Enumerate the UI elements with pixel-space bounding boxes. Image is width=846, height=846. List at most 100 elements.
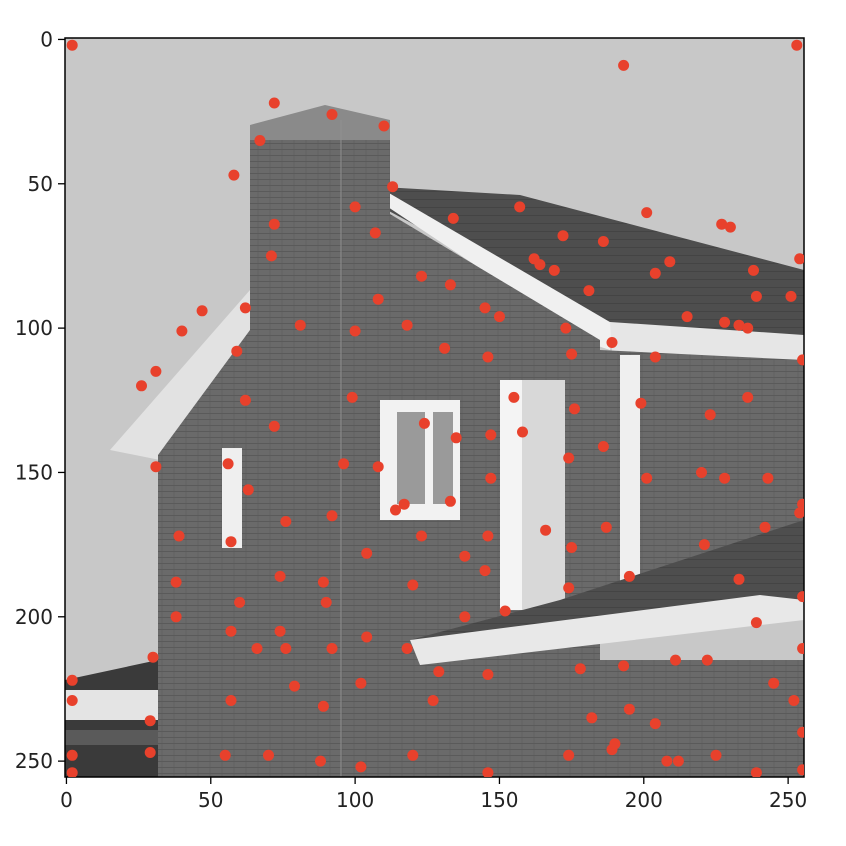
scatter-point xyxy=(499,605,511,617)
house-photograph xyxy=(65,38,804,777)
scatter-point xyxy=(349,325,361,337)
scatter-point xyxy=(407,749,419,761)
scatter-point xyxy=(566,542,578,553)
scatter-point xyxy=(704,409,716,421)
scatter-point xyxy=(225,625,237,637)
scatter-point xyxy=(439,342,451,354)
scatter-point xyxy=(274,625,286,637)
scatter-point xyxy=(560,322,572,334)
scatter-point xyxy=(66,695,78,706)
scatter-point xyxy=(557,230,569,242)
scatter-point xyxy=(797,591,804,603)
scatter-point xyxy=(317,700,329,712)
scatter-point xyxy=(372,293,384,305)
scatter-point xyxy=(372,461,384,473)
scatter-point xyxy=(326,109,338,120)
y-tick-label: 250 xyxy=(15,749,53,773)
scatter-point xyxy=(797,354,804,366)
scatter-point xyxy=(170,611,182,623)
scatter-point xyxy=(618,59,630,71)
scatter-point xyxy=(600,521,612,533)
scatter-point xyxy=(231,345,243,357)
scatter-point xyxy=(485,429,497,441)
x-tick-label: 50 xyxy=(198,788,223,812)
scatter-point xyxy=(482,767,494,777)
scatter-point xyxy=(239,394,251,406)
scatter-point xyxy=(355,677,367,689)
scatter-point xyxy=(696,467,707,478)
scatter-point xyxy=(719,316,731,328)
scatter-point xyxy=(66,674,78,686)
scatter-point xyxy=(219,749,231,761)
y-tick-label: 50 xyxy=(28,172,53,196)
scatter-point xyxy=(716,218,728,230)
y-tick-label: 150 xyxy=(15,460,53,484)
scatter-point xyxy=(315,755,326,767)
scatter-point xyxy=(733,573,745,585)
scatter-point xyxy=(401,319,413,331)
scatter-point xyxy=(586,712,598,724)
scatter-point xyxy=(66,767,78,777)
scatter-point xyxy=(444,495,456,507)
scatter-point xyxy=(390,504,401,516)
scatter-point xyxy=(701,654,713,666)
scatter-point xyxy=(263,749,274,761)
scatter-point xyxy=(387,181,399,193)
scatter-point xyxy=(338,458,350,470)
scatter-point xyxy=(459,550,471,562)
scatter-point xyxy=(326,643,338,654)
scatter-point xyxy=(797,643,804,654)
scatter-markers xyxy=(66,39,804,777)
scatter-point xyxy=(196,305,208,317)
scatter-point xyxy=(416,530,427,542)
scatter-point xyxy=(427,695,439,706)
x-axis: 0 50 100 150 200 250 xyxy=(60,777,807,812)
scatter-point xyxy=(346,391,358,403)
scatter-point xyxy=(401,643,413,654)
scatter-point xyxy=(750,617,762,629)
scatter-point xyxy=(797,726,804,738)
scatter-point xyxy=(326,510,338,522)
scatter-point xyxy=(433,666,445,678)
scatter-point xyxy=(797,764,804,776)
scatter-point xyxy=(228,169,240,181)
scatter-point xyxy=(597,441,609,452)
scatter-point xyxy=(494,311,505,323)
scatter-point xyxy=(563,452,575,464)
y-tick-label: 200 xyxy=(15,605,53,629)
scatter-point xyxy=(750,767,762,777)
scatter-point xyxy=(320,596,332,608)
scatter-point xyxy=(280,516,292,527)
scatter-point xyxy=(378,120,390,132)
scatter-point xyxy=(540,524,552,536)
y-tick-label: 0 xyxy=(40,27,53,51)
scatter-point xyxy=(66,39,78,51)
scatter-point xyxy=(234,596,246,608)
scatter-point xyxy=(150,461,162,473)
scatter-point xyxy=(147,651,159,663)
scatter-point xyxy=(534,259,546,271)
scatter-point xyxy=(762,472,774,484)
scatter-point xyxy=(150,365,162,377)
scatter-point xyxy=(176,325,188,337)
scatter-point xyxy=(447,212,459,224)
scatter-point xyxy=(268,218,280,230)
scatter-point xyxy=(649,351,661,363)
scatter-point xyxy=(724,221,736,233)
scatter-point xyxy=(733,319,745,331)
scatter-point xyxy=(482,669,494,680)
scatter-point xyxy=(748,264,759,276)
scatter-point xyxy=(508,391,520,403)
scatter-point xyxy=(361,631,373,643)
scatter-point xyxy=(710,749,722,761)
y-axis: 0 50 100 150 200 250 xyxy=(15,27,65,773)
scatter-point xyxy=(788,695,800,706)
scatter-point xyxy=(485,472,497,484)
scatter-point xyxy=(418,417,430,429)
scatter-point xyxy=(649,267,661,279)
scatter-point xyxy=(66,749,78,761)
scatter-point xyxy=(641,472,653,484)
scatter-point xyxy=(239,302,251,314)
scatter-point xyxy=(254,135,266,146)
